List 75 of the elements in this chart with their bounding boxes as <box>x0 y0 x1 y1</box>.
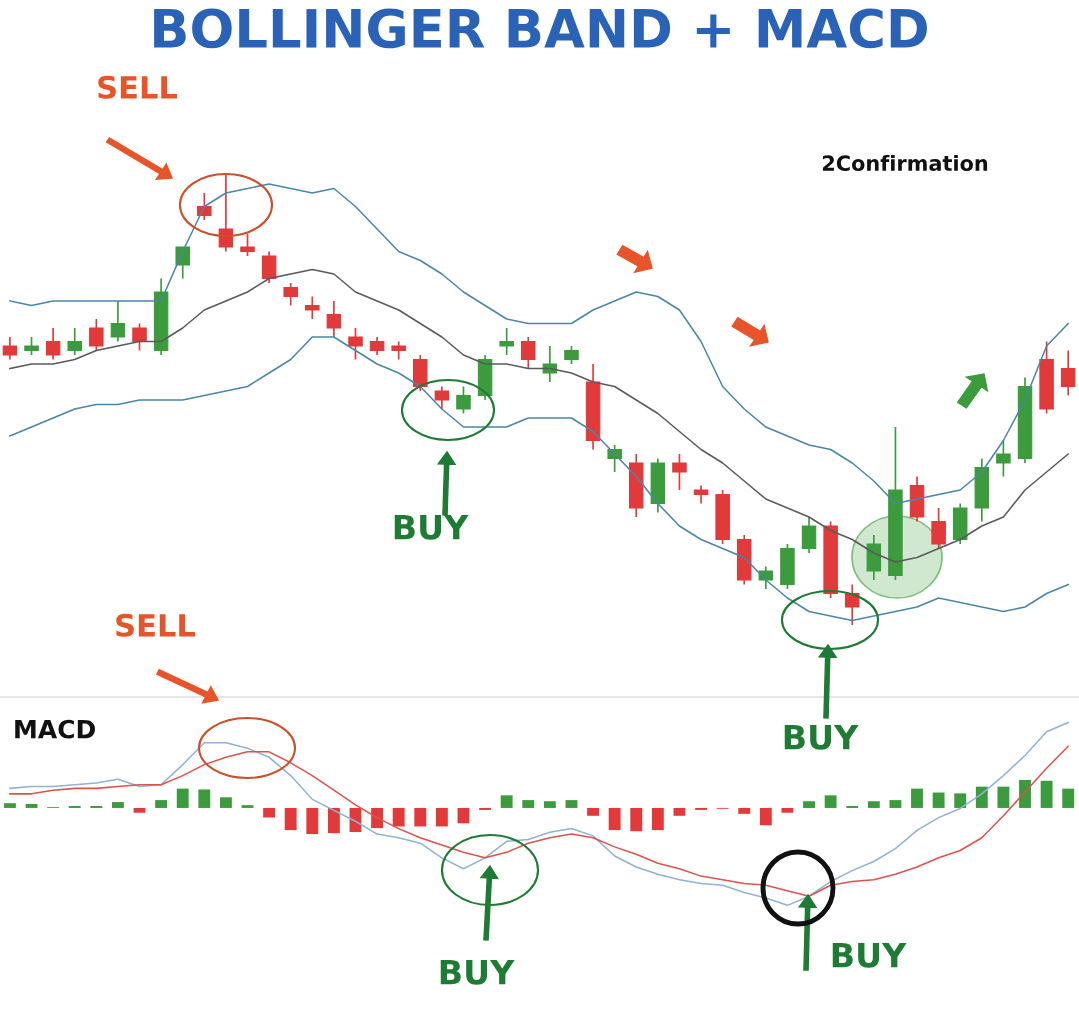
bar <box>25 804 38 808</box>
bar <box>522 800 535 808</box>
bar <box>111 802 124 808</box>
bar <box>543 801 556 808</box>
bar <box>587 807 599 816</box>
bar <box>500 795 513 808</box>
annotation: BUY <box>394 514 469 540</box>
bar <box>306 807 319 835</box>
bar <box>133 807 146 813</box>
candlestick <box>67 327 82 356</box>
candlestick <box>218 174 234 253</box>
bar <box>457 807 470 824</box>
bar <box>911 788 923 808</box>
bar <box>608 807 621 831</box>
candlestick <box>110 300 126 343</box>
bar <box>263 807 276 818</box>
candlestick <box>305 295 320 320</box>
bar <box>867 801 880 808</box>
candlestick <box>326 300 342 338</box>
bar <box>284 807 297 831</box>
candlestick <box>844 583 860 626</box>
candlestick <box>283 282 298 307</box>
candlestick <box>542 345 558 383</box>
bar <box>176 788 189 808</box>
candlestick <box>89 318 104 352</box>
candlestick <box>2 336 18 361</box>
bar <box>759 807 772 826</box>
chart-title: BOLLINGER BAND + MACD <box>154 8 927 49</box>
candlestick <box>931 507 946 550</box>
candlestick <box>996 439 1011 478</box>
bar <box>997 786 1010 808</box>
bar <box>932 792 945 808</box>
bar <box>327 807 340 834</box>
bar <box>1062 788 1075 808</box>
text: BUY <box>832 942 907 968</box>
candlestick <box>240 232 255 257</box>
bar <box>738 807 751 814</box>
candlestick <box>45 327 61 361</box>
bar <box>975 786 988 808</box>
candlestick <box>521 336 536 370</box>
bar <box>673 807 686 816</box>
bar <box>392 807 405 827</box>
candlestick <box>499 327 514 356</box>
bar <box>435 807 448 827</box>
bar <box>781 807 794 813</box>
candlestick <box>672 453 687 491</box>
bar <box>241 805 254 808</box>
candlestick <box>434 385 450 410</box>
bar <box>630 807 643 832</box>
candlestick <box>261 250 277 284</box>
candlestick <box>348 327 363 361</box>
candlestick <box>1060 349 1076 397</box>
bar <box>414 807 427 827</box>
text: 2Confirmation <box>822 154 988 172</box>
bar <box>1019 779 1031 808</box>
bar <box>4 803 16 808</box>
annotation: BUY <box>784 724 859 750</box>
bar <box>824 795 837 808</box>
chart-title: MACD <box>15 719 95 739</box>
bar <box>803 801 815 808</box>
bar <box>1040 780 1053 808</box>
bar <box>565 800 578 808</box>
bar <box>198 789 211 808</box>
bar <box>651 807 664 831</box>
candlestick <box>175 246 190 280</box>
candlestick <box>132 322 147 352</box>
bar <box>954 793 967 808</box>
text: SELL <box>98 75 178 99</box>
candlestick <box>456 385 471 415</box>
annotation: SELL <box>116 613 196 637</box>
bar <box>219 797 232 808</box>
bar <box>155 800 168 808</box>
text: BUY <box>440 959 515 985</box>
candlestick <box>801 516 817 554</box>
bar <box>889 800 902 808</box>
